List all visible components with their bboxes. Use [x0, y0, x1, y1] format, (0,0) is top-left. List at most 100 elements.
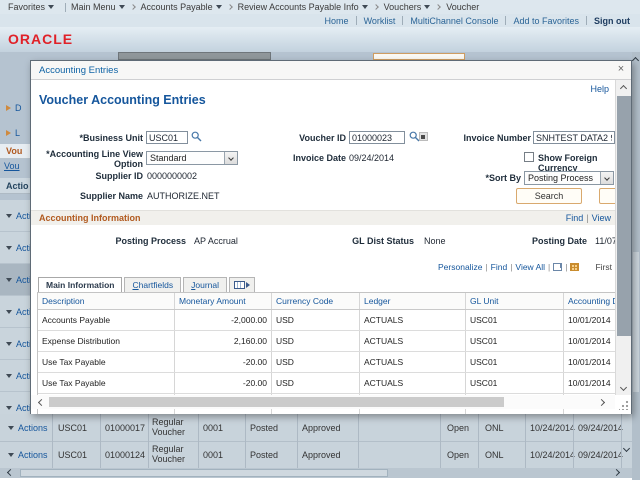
supplier-name-value: AUTHORIZE.NET — [147, 191, 220, 201]
invoice-number-input[interactable] — [533, 131, 615, 144]
voucher-tab-fragment[interactable]: Vou — [4, 161, 20, 171]
table-row: Accounts Payable -2,000.00 USD ACTUALS U… — [38, 310, 615, 331]
column-header-ledger[interactable]: Ledger — [360, 293, 466, 309]
tab-main-information[interactable]: Main Information — [38, 277, 123, 293]
close-icon[interactable]: × — [617, 63, 625, 75]
scroll-right-icon[interactable] — [612, 468, 621, 477]
scroll-left-icon[interactable] — [35, 397, 47, 407]
label-line-1: *Accounting Line View — [46, 149, 143, 159]
posting-date-value: 11/07/2014 — [595, 236, 631, 246]
breadcrumb-review-ap-info[interactable]: Review Accounts Payable Info — [238, 2, 368, 12]
column-header-description[interactable]: Description — [38, 293, 175, 309]
posting-process-value: AP Accrual — [194, 236, 238, 246]
background-row-actions-selected[interactable]: Actions — [0, 264, 30, 296]
grid-toolbar: Personalize | Find | View All | | First — [31, 259, 623, 274]
voucher-id-input[interactable] — [349, 131, 405, 144]
actions-label: Actions — [18, 422, 48, 433]
personalize-link[interactable]: Personalize — [438, 261, 483, 272]
cell-origin: ONL — [485, 449, 504, 460]
background-row-actions[interactable]: Actions — [0, 360, 30, 392]
tab-label: Chartfields — [132, 280, 174, 290]
divider — [65, 2, 67, 12]
table-row[interactable]: Actions USC01 01000017 Regular Voucher 0… — [0, 414, 632, 441]
home-link[interactable]: Home — [324, 15, 349, 26]
page-title: Voucher Accounting Entries — [39, 93, 206, 107]
background-row-actions[interactable]: Actions — [0, 200, 30, 232]
add-to-favorites-link[interactable]: Add to Favorites — [513, 15, 579, 26]
background-row-actions[interactable]: Actions — [0, 392, 30, 414]
main-menu[interactable]: Main Menu — [71, 2, 125, 12]
breadcrumb-accounts-payable[interactable]: Accounts Payable — [141, 2, 222, 12]
background-row-actions[interactable]: Actions — [0, 296, 30, 328]
table-row[interactable]: Actions USC01 01000124 Regular Voucher 0… — [0, 441, 632, 468]
find-link[interactable]: Find — [490, 261, 508, 272]
actions-link: Actions — [16, 306, 30, 317]
lookup-icon[interactable] — [409, 131, 420, 142]
column-header-accounting-date[interactable]: Accounting Date — [564, 293, 615, 309]
scrollbar-thumb[interactable] — [633, 252, 639, 392]
breadcrumb-vouchers[interactable]: Vouchers — [384, 2, 431, 12]
cell-business-unit: USC01 — [58, 422, 88, 433]
bottom-strip — [0, 478, 640, 480]
page-horizontal-scrollbar[interactable] — [0, 468, 632, 478]
modal-vertical-scrollbar[interactable] — [615, 80, 631, 395]
sort-by-select[interactable]: Posting Process — [524, 171, 614, 185]
download-icon[interactable] — [570, 262, 580, 271]
favorites-menu[interactable]: Favorites — [8, 2, 55, 12]
business-unit-input[interactable] — [146, 131, 188, 144]
collapsed-section-d[interactable]: D — [6, 103, 30, 113]
background-button-fragment — [373, 53, 465, 60]
section-view-link[interactable]: View — [591, 213, 611, 223]
section-label-fragment: D — [15, 103, 22, 113]
table-row: Use Tax Payable -20.00 USD ACTUALS USC01… — [38, 373, 615, 394]
breadcrumb-label: Vouchers — [383, 2, 422, 12]
search-button[interactable]: Search — [516, 188, 582, 204]
cell-gl-unit: USC01 — [466, 331, 564, 351]
sort-by-label: *Sort By — [485, 173, 521, 183]
column-header-monetary-amount[interactable]: Monetary Amount — [175, 293, 272, 309]
show-foreign-currency-checkbox[interactable] — [524, 152, 534, 162]
invoice-date-label: Invoice Date — [292, 153, 346, 163]
worklist-link[interactable]: Worklist — [363, 15, 396, 26]
actions-dropdown-icon — [6, 405, 12, 410]
tab-journal[interactable]: Journal — [183, 277, 228, 293]
breadcrumb-voucher[interactable]: Voucher — [446, 2, 479, 12]
background-row-actions[interactable]: Actions — [0, 328, 30, 360]
collapsed-section-l[interactable]: L — [6, 128, 30, 138]
scroll-up-icon[interactable] — [631, 56, 640, 65]
page-vertical-scrollbar[interactable] — [631, 52, 640, 480]
actions-link[interactable]: Actions — [8, 414, 48, 441]
scroll-down-icon[interactable] — [616, 380, 631, 394]
help-link[interactable]: Help — [590, 84, 609, 94]
scroll-left-icon[interactable] — [6, 468, 15, 477]
accounting-line-view-select[interactable]: Standard — [146, 151, 238, 165]
lookup-icon[interactable] — [191, 131, 202, 142]
zoom-grid-icon[interactable] — [553, 262, 563, 271]
table-row: Use Tax Payable -20.00 USD ACTUALS USC01… — [38, 352, 615, 373]
breadcrumb-separator-icon — [129, 4, 136, 10]
modal-horizontal-scrollbar[interactable] — [31, 395, 615, 409]
supplier-id-value: 0000000002 — [147, 171, 198, 181]
cell-accounting-date: 10/01/2014 — [564, 310, 615, 330]
cell-gl-unit: USC01 — [466, 352, 564, 372]
scroll-right-icon[interactable] — [595, 397, 607, 407]
show-all-columns-icon[interactable] — [229, 277, 256, 293]
scroll-up-icon[interactable] — [616, 81, 631, 95]
multichannel-console-link[interactable]: MultiChannel Console — [410, 15, 499, 26]
sign-out-link[interactable]: Sign out — [594, 15, 630, 26]
section-find-link[interactable]: Find — [565, 213, 584, 223]
section-label-fragment: L — [15, 128, 21, 138]
cell-line: 0001 — [203, 422, 224, 433]
scrollbar-thumb[interactable] — [49, 397, 504, 407]
actions-link[interactable]: Actions — [8, 441, 48, 468]
view-all-link[interactable]: View All — [515, 261, 546, 272]
scrollbar-thumb[interactable] — [617, 96, 631, 336]
breadcrumb-label: Voucher — [446, 2, 480, 12]
actions-label: Actions — [18, 449, 48, 460]
scrollbar-thumb[interactable] — [20, 469, 388, 477]
background-row-actions[interactable]: Actions — [0, 232, 30, 264]
column-header-gl-unit[interactable]: GL Unit — [466, 293, 564, 309]
column-header-currency-code[interactable]: Currency Code — [272, 293, 360, 309]
resize-grip[interactable] — [619, 400, 629, 410]
tab-chartfields[interactable]: Chartfields — [124, 277, 182, 293]
